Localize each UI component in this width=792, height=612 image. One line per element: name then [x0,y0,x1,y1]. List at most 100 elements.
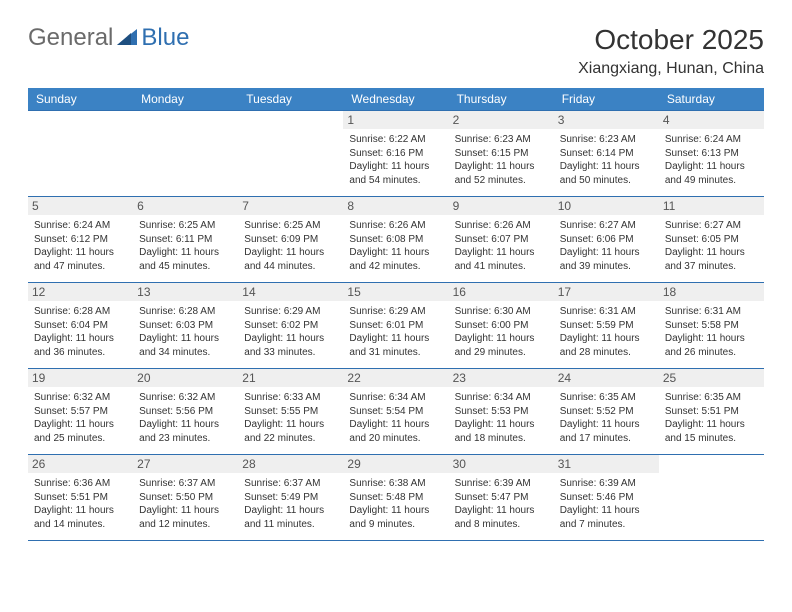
col-mon: Monday [133,88,238,111]
sunset-text: Sunset: 6:01 PM [349,319,442,333]
sunrise-text: Sunrise: 6:33 AM [244,391,337,405]
sunset-text: Sunset: 6:15 PM [455,147,548,161]
calendar-cell: 19 Sunrise: 6:32 AMSunset: 5:57 PMDayligh… [28,369,133,455]
day-number: 27 [133,455,238,473]
sunrise-text: Sunrise: 6:36 AM [34,477,127,491]
sunset-text: Sunset: 5:58 PM [665,319,758,333]
day-number: 2 [449,111,554,129]
calendar-cell: 9Sunrise: 6:26 AMSunset: 6:07 PMDaylight… [449,197,554,283]
daylight-text: Daylight: 11 hours and 15 minutes. [665,418,758,445]
daylight-text: Daylight: 11 hours and 54 minutes. [349,160,442,187]
sunrise-text: Sunrise: 6:34 AM [349,391,442,405]
calendar-cell: 14 Sunrise: 6:29 AMSunset: 6:02 PMDayligh… [238,283,343,369]
day-number: 3 [554,111,659,129]
day-info: Sunrise: 6:37 AMSunset: 5:49 PMDaylight:… [244,477,337,531]
sunrise-text: Sunrise: 6:26 AM [349,219,442,233]
sunset-text: Sunset: 6:04 PM [34,319,127,333]
daylight-text: Daylight: 11 hours and 14 minutes. [34,504,127,531]
calendar-cell: 22Sunrise: 6:34 AMSunset: 5:54 PMDayligh… [343,369,448,455]
day-info: Sunrise: 6:24 AMSunset: 6:12 PMDaylight:… [34,219,127,273]
sunset-text: Sunset: 5:53 PM [455,405,548,419]
day-number: 13 [133,283,238,301]
sunset-text: Sunset: 6:07 PM [455,233,548,247]
sunset-text: Sunset: 5:46 PM [560,491,653,505]
daylight-text: Daylight: 11 hours and 44 minutes. [244,246,337,273]
calendar-row: 1Sunrise: 6:22 AMSunset: 6:16 PMDaylight… [28,111,764,197]
sunrise-text: Sunrise: 6:22 AM [349,133,442,147]
daylight-text: Daylight: 11 hours and 17 minutes. [560,418,653,445]
sunset-text: Sunset: 6:13 PM [665,147,758,161]
day-info: Sunrise: 6:39 AMSunset: 5:47 PMDaylight:… [455,477,548,531]
daylight-text: Daylight: 11 hours and 26 minutes. [665,332,758,359]
daylight-text: Daylight: 11 hours and 25 minutes. [34,418,127,445]
sunset-text: Sunset: 5:51 PM [665,405,758,419]
sunrise-text: Sunrise: 6:35 AM [560,391,653,405]
logo-sail-icon [117,29,139,47]
sunrise-text: Sunrise: 6:23 AM [455,133,548,147]
daylight-text: Daylight: 11 hours and 47 minutes. [34,246,127,273]
calendar-cell [238,111,343,197]
day-info: Sunrise: 6:22 AMSunset: 6:16 PMDaylight:… [349,133,442,187]
calendar-cell: 12Sunrise: 6:28 AMSunset: 6:04 PMDayligh… [28,283,133,369]
daylight-text: Daylight: 11 hours and 9 minutes. [349,504,442,531]
sunset-text: Sunset: 6:11 PM [139,233,232,247]
sunset-text: Sunset: 6:05 PM [665,233,758,247]
daylight-text: Daylight: 11 hours and 22 minutes. [244,418,337,445]
daylight-text: Daylight: 11 hours and 20 minutes. [349,418,442,445]
calendar-row: 26Sunrise: 6:36 AMSunset: 5:51 PMDayligh… [28,455,764,541]
day-number: 19 [28,369,133,387]
daylight-text: Daylight: 11 hours and 12 minutes. [139,504,232,531]
day-number: 6 [133,197,238,215]
daylight-text: Daylight: 11 hours and 31 minutes. [349,332,442,359]
day-number: 26 [28,455,133,473]
day-info: Sunrise: 6:28 AMSunset: 6:03 PMDaylight:… [139,305,232,359]
sunrise-text: Sunrise: 6:35 AM [665,391,758,405]
day-info: Sunrise: 6:23 AMSunset: 6:15 PMDaylight:… [455,133,548,187]
day-info: Sunrise: 6:31 AMSunset: 5:59 PMDaylight:… [560,305,653,359]
calendar-cell: 31Sunrise: 6:39 AMSunset: 5:46 PMDayligh… [554,455,659,541]
calendar-row: 12Sunrise: 6:28 AMSunset: 6:04 PMDayligh… [28,283,764,369]
day-info: Sunrise: 6:34 AMSunset: 5:54 PMDaylight:… [349,391,442,445]
sunrise-text: Sunrise: 6:25 AM [139,219,232,233]
sunrise-text: Sunrise: 6:39 AM [560,477,653,491]
col-wed: Wednesday [343,88,448,111]
calendar-cell: 17Sunrise: 6:31 AMSunset: 5:59 PMDayligh… [554,283,659,369]
daylight-text: Daylight: 11 hours and 36 minutes. [34,332,127,359]
calendar-cell [133,111,238,197]
daylight-text: Daylight: 11 hours and 11 minutes. [244,504,337,531]
day-number: 14 [238,283,343,301]
day-number: 8 [343,197,448,215]
day-info: Sunrise: 6:32 AMSunset: 5:57 PMDaylight:… [34,391,127,445]
sunrise-text: Sunrise: 6:24 AM [34,219,127,233]
col-thu: Thursday [449,88,554,111]
day-number: 24 [554,369,659,387]
calendar-cell: 2 Sunrise: 6:23 AMSunset: 6:15 PMDaylight… [449,111,554,197]
day-info: Sunrise: 6:29 AMSunset: 6:02 PMDaylight:… [244,305,337,359]
sunset-text: Sunset: 6:12 PM [34,233,127,247]
daylight-text: Daylight: 11 hours and 33 minutes. [244,332,337,359]
sunset-text: Sunset: 6:08 PM [349,233,442,247]
day-number: 4 [659,111,764,129]
sunset-text: Sunset: 6:00 PM [455,319,548,333]
sunset-text: Sunset: 5:52 PM [560,405,653,419]
day-number: 15 [343,283,448,301]
col-tue: Tuesday [238,88,343,111]
calendar-cell: 6 Sunrise: 6:25 AMSunset: 6:11 PMDaylight… [133,197,238,283]
daylight-text: Daylight: 11 hours and 52 minutes. [455,160,548,187]
sunrise-text: Sunrise: 6:31 AM [665,305,758,319]
calendar-cell: 21Sunrise: 6:33 AMSunset: 5:55 PMDayligh… [238,369,343,455]
calendar-cell: 15 Sunrise: 6:29 AMSunset: 6:01 PMDayligh… [343,283,448,369]
day-number: 5 [28,197,133,215]
calendar-cell: 7Sunrise: 6:25 AMSunset: 6:09 PMDaylight… [238,197,343,283]
day-info: Sunrise: 6:28 AMSunset: 6:04 PMDaylight:… [34,305,127,359]
sunrise-text: Sunrise: 6:37 AM [139,477,232,491]
calendar-row: 5Sunrise: 6:24 AMSunset: 6:12 PMDaylight… [28,197,764,283]
sunset-text: Sunset: 5:57 PM [34,405,127,419]
day-info: Sunrise: 6:29 AMSunset: 6:01 PMDaylight:… [349,305,442,359]
daylight-text: Daylight: 11 hours and 37 minutes. [665,246,758,273]
sunrise-text: Sunrise: 6:32 AM [34,391,127,405]
daylight-text: Daylight: 11 hours and 45 minutes. [139,246,232,273]
day-number: 11 [659,197,764,215]
daylight-text: Daylight: 11 hours and 29 minutes. [455,332,548,359]
day-info: Sunrise: 6:26 AMSunset: 6:07 PMDaylight:… [455,219,548,273]
